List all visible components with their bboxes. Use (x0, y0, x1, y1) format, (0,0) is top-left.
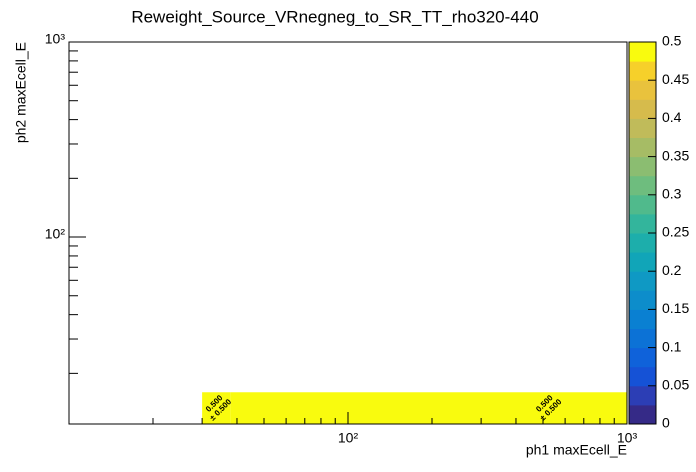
x-axis-label: ph1 maxEcell_E (526, 442, 627, 458)
colorbar-swatch (629, 80, 656, 100)
colorbar-swatch (629, 366, 656, 387)
colorbar-tick-label: 0.3 (662, 186, 682, 202)
colorbar-tick-label: 0.15 (662, 300, 689, 316)
chart-title: Reweight_Source_VRnegneg_to_SR_TT_rho320… (131, 7, 538, 26)
colorbar-swatch (629, 271, 656, 291)
colorbar-swatch (629, 309, 656, 329)
colorbar-swatch (629, 233, 656, 253)
colorbar-tick-label: 0.05 (662, 377, 689, 393)
colorbar-swatch (629, 328, 656, 349)
colorbar-swatch (629, 213, 656, 234)
y-tick-label: 10² (45, 226, 66, 242)
y-tick-label: 10³ (45, 31, 66, 47)
colorbar-tick-label: 0.4 (662, 109, 682, 125)
x-tick-label: 10² (338, 430, 359, 446)
colorbar-swatch (629, 42, 656, 62)
colorbar-tick-label: 0.1 (662, 338, 682, 354)
colorbar-swatch (629, 404, 656, 425)
heatmap-cell (230, 392, 627, 424)
colorbar-swatch (629, 137, 656, 158)
colorbar-swatch (629, 61, 656, 81)
colorbar-tick-label: 0.35 (662, 147, 689, 163)
colorbar-swatch (629, 252, 656, 272)
colorbar-tick-label: 0.45 (662, 71, 689, 87)
colorbar-swatch (629, 290, 656, 310)
colorbar-tick-label: 0.25 (662, 224, 689, 240)
y-axis-label: ph2 maxEcell_E (13, 42, 29, 143)
colorbar-swatch (629, 194, 656, 215)
x-tick-label: 10³ (617, 430, 638, 446)
colorbar-swatch (629, 347, 656, 368)
colorbar-swatch (629, 99, 656, 119)
colorbar-tick-label: 0.2 (662, 262, 682, 278)
colorbar-tick-label: 0.5 (662, 33, 682, 49)
colorbar-swatch (629, 118, 656, 138)
heatmap-cell (202, 392, 231, 424)
colorbar-swatch (629, 175, 656, 196)
colorbar-swatch (629, 156, 656, 177)
colorbar-swatch (629, 385, 656, 406)
colorbar-tick-label: 0 (662, 415, 670, 431)
